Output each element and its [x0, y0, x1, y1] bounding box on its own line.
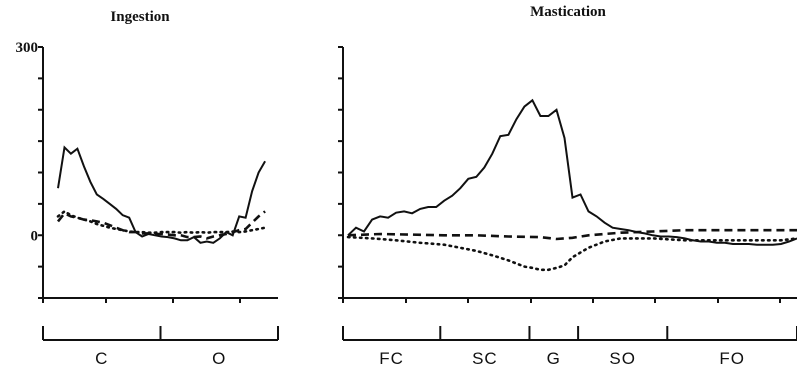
- phase-label-c: C: [95, 349, 108, 368]
- series-line-dotted: [346, 235, 797, 272]
- mastication-panel: Mastication FC SC G SO FO: [338, 4, 797, 368]
- mastication-title: Mastication: [530, 4, 606, 20]
- phase-label-sc: SC: [472, 349, 498, 368]
- phase-label-o: O: [212, 349, 226, 368]
- phase-label-g: G: [547, 349, 561, 368]
- ingestion-panel: Ingestion 300 0 C O: [16, 9, 279, 368]
- y-tick-label: 300: [16, 40, 39, 56]
- series-line-solid: [57, 145, 266, 244]
- series-line-dashed: [347, 228, 797, 241]
- ingestion-title: Ingestion: [110, 9, 170, 25]
- series-line-dashed: [56, 210, 266, 240]
- phase-label-so: SO: [609, 349, 636, 368]
- y-tick-label: 0: [31, 228, 39, 244]
- phase-label-fo: FO: [719, 349, 745, 368]
- series-line-dotted: [56, 209, 267, 235]
- series-line-solid: [347, 98, 797, 246]
- phase-label-fc: FC: [379, 349, 404, 368]
